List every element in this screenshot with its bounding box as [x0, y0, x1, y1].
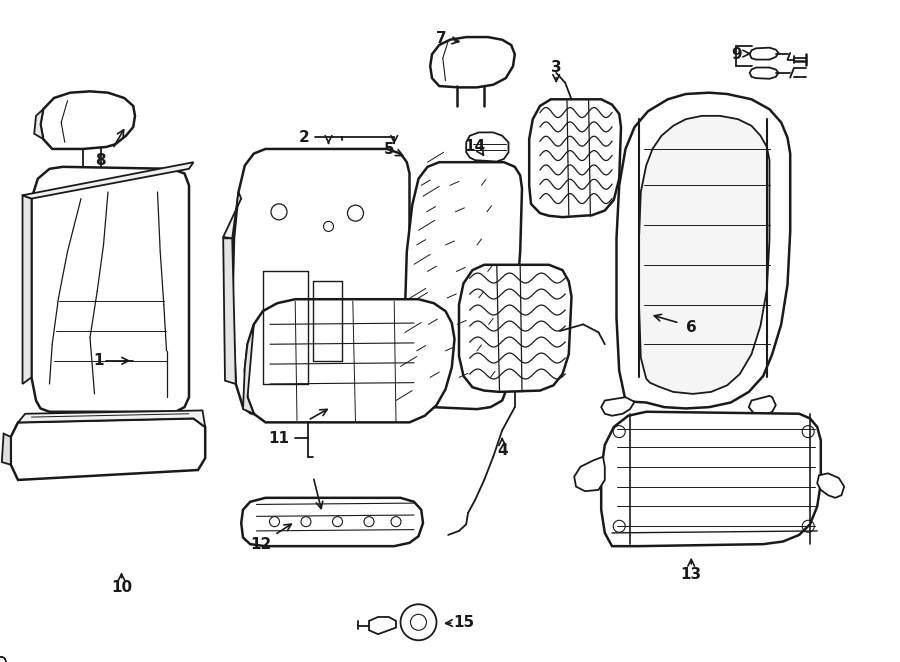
Text: 9: 9 [731, 47, 742, 62]
Polygon shape [616, 93, 790, 408]
Polygon shape [430, 37, 515, 87]
Polygon shape [574, 457, 605, 491]
Polygon shape [22, 162, 194, 199]
Polygon shape [241, 498, 423, 546]
Polygon shape [459, 265, 572, 392]
Polygon shape [232, 149, 410, 416]
Polygon shape [18, 410, 205, 427]
Polygon shape [34, 109, 43, 139]
Polygon shape [601, 397, 634, 416]
Text: 5: 5 [383, 142, 394, 157]
Text: 1: 1 [94, 354, 104, 368]
Text: 8: 8 [95, 153, 106, 167]
Polygon shape [817, 473, 844, 498]
Polygon shape [750, 68, 778, 79]
Polygon shape [369, 617, 396, 634]
Polygon shape [466, 132, 508, 162]
Polygon shape [245, 299, 454, 422]
Polygon shape [405, 162, 522, 409]
Polygon shape [11, 418, 205, 480]
Text: 6: 6 [686, 320, 697, 335]
Polygon shape [601, 412, 821, 546]
Polygon shape [22, 195, 32, 384]
Polygon shape [750, 48, 778, 60]
Polygon shape [639, 116, 770, 394]
Text: 7: 7 [436, 31, 446, 46]
Polygon shape [749, 396, 776, 416]
Text: 10: 10 [111, 581, 132, 595]
Polygon shape [223, 238, 236, 384]
Polygon shape [2, 434, 11, 465]
Circle shape [400, 604, 436, 640]
Polygon shape [40, 91, 135, 149]
Text: 14: 14 [464, 140, 486, 154]
Text: 4: 4 [497, 443, 508, 457]
Text: 3: 3 [551, 60, 562, 75]
Text: 12: 12 [250, 537, 272, 551]
Polygon shape [529, 99, 621, 217]
Text: 13: 13 [680, 567, 702, 582]
Polygon shape [32, 167, 189, 412]
Polygon shape [243, 324, 254, 414]
Polygon shape [223, 192, 241, 238]
Text: 15: 15 [453, 615, 474, 630]
Text: 2: 2 [299, 130, 310, 144]
Text: 11: 11 [268, 431, 290, 446]
